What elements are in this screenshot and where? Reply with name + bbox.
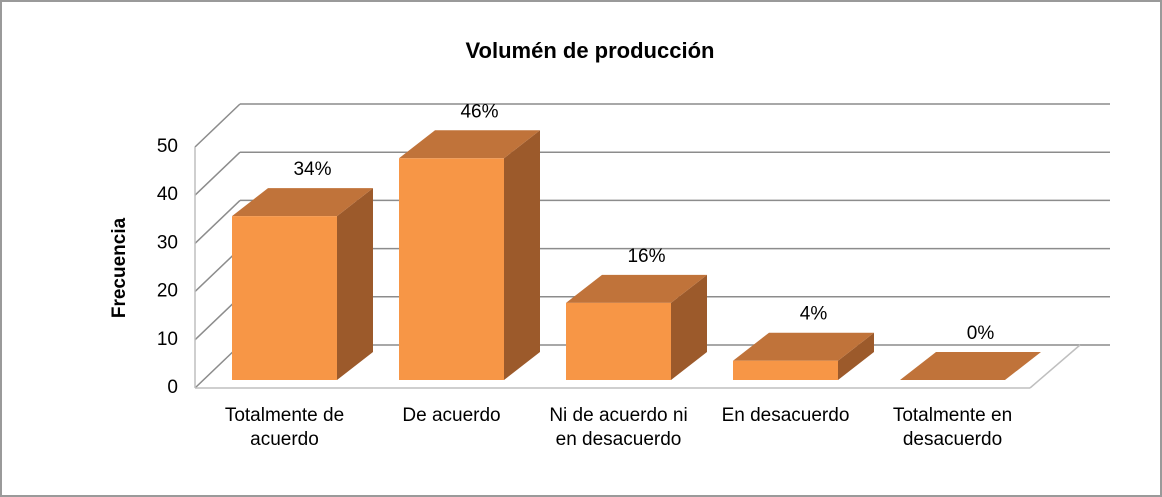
bar	[232, 216, 337, 380]
bar-top	[399, 130, 540, 159]
bar	[566, 302, 671, 380]
bar-top	[232, 188, 373, 217]
data-label: 4%	[800, 304, 828, 325]
bar-top	[733, 332, 874, 361]
bar-top	[566, 274, 707, 303]
grid-line-side	[194, 199, 241, 244]
y-tick-label: 30	[157, 232, 178, 253]
x-tick-label: Totalmente de acuerdo	[224, 405, 345, 450]
y-tick-label: 20	[157, 281, 178, 302]
x-tick-label: Totalmente en desacuerdo	[892, 405, 1013, 450]
y-tick-label: 10	[157, 329, 178, 350]
x-tick-label: En desacuerdo	[721, 405, 850, 426]
bar	[733, 360, 838, 380]
grid-line-side	[194, 151, 241, 196]
grid-line-side	[194, 103, 241, 148]
y-tick-label: 50	[157, 136, 178, 157]
bar-side	[504, 130, 540, 380]
bar	[399, 158, 504, 380]
y-tick-label: 40	[157, 184, 178, 205]
y-tick-label: 0	[167, 377, 178, 398]
x-tick-label: De acuerdo	[402, 405, 501, 426]
bar-side	[838, 332, 874, 380]
y-axis-label: Frecuencia	[109, 217, 130, 318]
data-label: 16%	[627, 246, 665, 267]
data-label: 0%	[967, 323, 995, 344]
x-tick-label: Ni de acuerdo ni en desacuerdo	[549, 405, 688, 450]
bar-side	[671, 274, 707, 380]
chart-title: Volumén de producción	[466, 38, 715, 63]
bar-top	[900, 352, 1041, 380]
bar-side	[337, 188, 373, 380]
data-label: 34%	[293, 159, 331, 180]
data-label: 46%	[460, 101, 498, 122]
floor-right	[1029, 344, 1081, 389]
